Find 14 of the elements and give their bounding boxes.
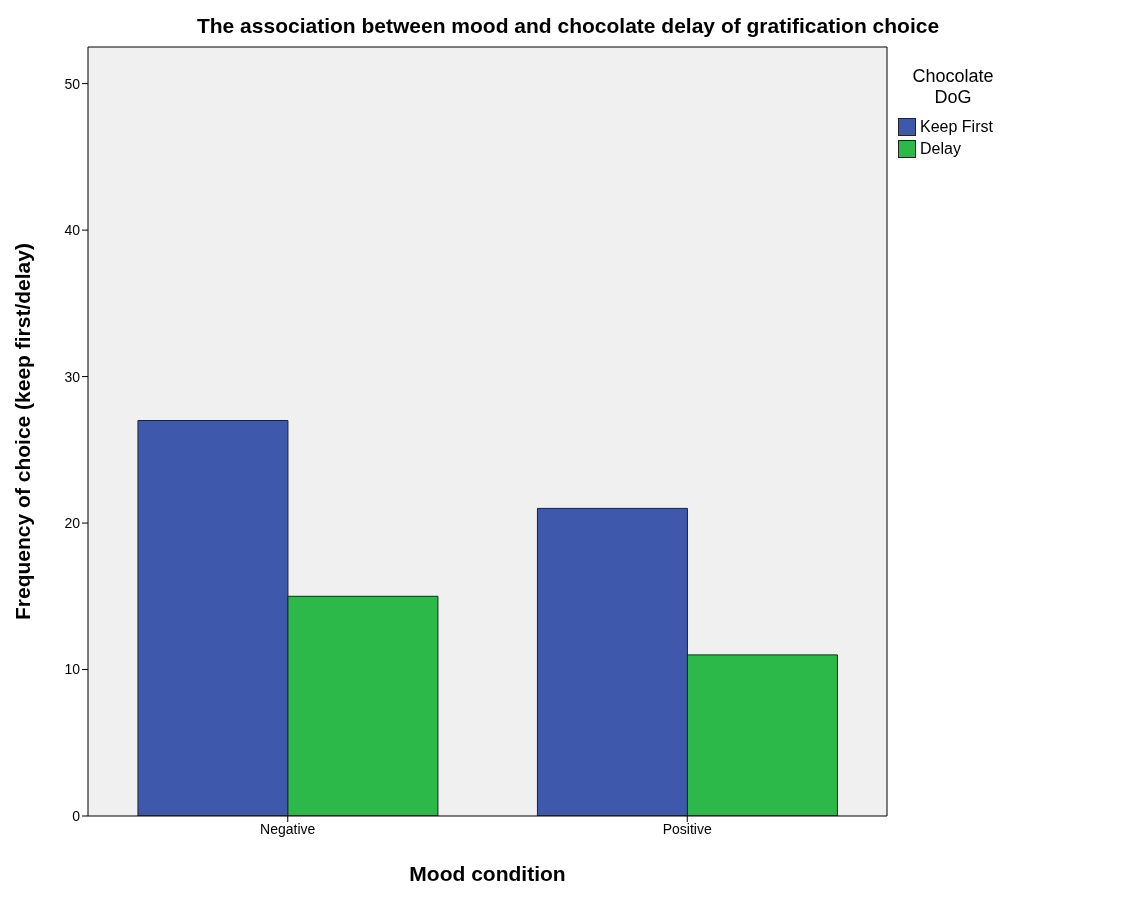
y-tick-label: 30 <box>64 368 81 385</box>
chart-title: The association between mood and chocolate delay of gratification choice <box>195 14 941 38</box>
legend-label: Delay <box>920 140 961 158</box>
y-tick-label: 0 <box>72 807 81 824</box>
x-axis-title: Mood condition <box>409 862 566 885</box>
y-tick-label: 40 <box>64 222 81 239</box>
x-tick-label: Negative <box>260 820 316 837</box>
y-tick-label: 20 <box>64 515 81 532</box>
y-axis-title: Frequency of choice (keep first/delay) <box>11 243 35 620</box>
y-tick-label: 50 <box>64 75 81 92</box>
legend-label: Keep First <box>920 118 993 136</box>
legend-title: Chocolate DoG <box>911 66 995 108</box>
x-tick-label: Positive <box>662 820 712 837</box>
y-tick-label: 10 <box>64 661 81 678</box>
